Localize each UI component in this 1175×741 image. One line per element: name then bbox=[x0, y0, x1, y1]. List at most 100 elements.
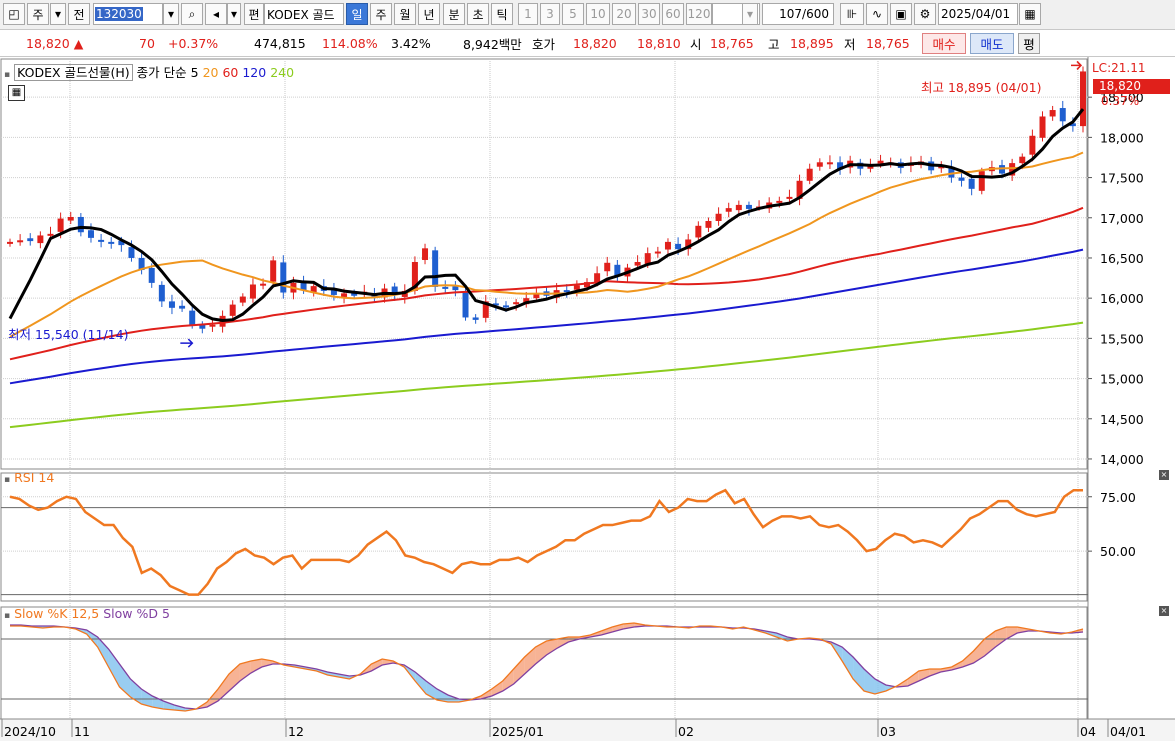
price-change: 70 bbox=[139, 35, 155, 51]
y-tick-label: 14,000 bbox=[1100, 452, 1144, 467]
candle-body bbox=[654, 251, 661, 254]
stoch-fill bbox=[141, 689, 153, 707]
speaker-icon[interactable]: ◂ bbox=[205, 3, 227, 25]
buy-button[interactable]: 매수 bbox=[922, 33, 966, 54]
interval-10[interactable]: 10 bbox=[586, 3, 610, 25]
candle-body bbox=[806, 168, 813, 181]
stoch-legend: ▪ Slow %K 12,5 Slow %D 5 bbox=[4, 606, 170, 621]
candle-body bbox=[583, 282, 590, 288]
edit-button[interactable]: 편 bbox=[244, 3, 264, 25]
save-icon[interactable]: ▣ bbox=[890, 3, 912, 25]
interval-20[interactable]: 20 bbox=[612, 3, 636, 25]
candle-body bbox=[978, 171, 985, 191]
legend-ma120: 120 bbox=[242, 65, 267, 80]
candle-body bbox=[816, 162, 823, 167]
stoch-fill bbox=[1006, 627, 1018, 639]
code-value: 132030 bbox=[95, 7, 143, 21]
up-triangle-icon: ▲ bbox=[73, 35, 84, 51]
candle-body bbox=[695, 225, 702, 238]
code-dropdown-icon[interactable]: ▾ bbox=[163, 3, 179, 25]
high-price: 18,895 bbox=[790, 35, 834, 51]
ma5-line bbox=[8, 108, 1085, 323]
interval-30[interactable]: 30 bbox=[638, 3, 660, 25]
candle-body bbox=[604, 262, 611, 272]
speaker-dropdown-icon[interactable]: ▾ bbox=[227, 3, 241, 25]
x-tick-label: 2025/01 bbox=[492, 724, 544, 739]
date-input[interactable]: 2025/04/01 bbox=[938, 3, 1018, 25]
line-type-icon[interactable]: ∿ bbox=[866, 3, 888, 25]
gear-icon[interactable]: ⚙ bbox=[914, 3, 936, 25]
table-icon[interactable]: ▦ bbox=[8, 85, 25, 101]
sell-button[interactable]: 매도 bbox=[970, 33, 1014, 54]
window-icon[interactable]: ◰ bbox=[3, 3, 25, 25]
stoch-fill bbox=[874, 679, 886, 694]
period-year[interactable]: 년 bbox=[418, 3, 440, 25]
market-dropdown-icon[interactable]: ▾ bbox=[50, 3, 66, 25]
stoch-fill bbox=[228, 664, 240, 691]
y-tick-label: 17,500 bbox=[1100, 171, 1144, 186]
candle-body bbox=[87, 230, 94, 238]
candle-body bbox=[280, 262, 287, 293]
ask-price: 18,820 bbox=[573, 35, 617, 51]
period-day[interactable]: 일 bbox=[346, 3, 368, 25]
rsi-close-icon[interactable]: × bbox=[1159, 470, 1169, 480]
count-input[interactable]: 107/600 bbox=[762, 3, 834, 25]
candle-body bbox=[158, 284, 165, 302]
period-week[interactable]: 주 bbox=[370, 3, 392, 25]
candle-body bbox=[57, 218, 64, 232]
moving-averages bbox=[8, 108, 1085, 429]
market-select[interactable]: 주 bbox=[27, 3, 49, 25]
candle-body bbox=[462, 292, 469, 318]
stoch-fill bbox=[962, 651, 974, 667]
candle-body bbox=[199, 324, 206, 329]
change-pct: +0.37% bbox=[168, 35, 219, 51]
stoch-fill bbox=[108, 649, 120, 687]
period-second[interactable]: 초 bbox=[467, 3, 489, 25]
candle-body bbox=[98, 239, 105, 242]
period-tick[interactable]: 틱 bbox=[491, 3, 513, 25]
stoch-close-icon[interactable]: × bbox=[1159, 606, 1169, 616]
stoch-fill bbox=[918, 669, 930, 681]
stoch-k-line bbox=[10, 622, 1084, 712]
min-label: 최저 15,540 (11/14) bbox=[8, 327, 129, 342]
candle-body bbox=[189, 310, 196, 325]
count-value: 107 bbox=[779, 7, 803, 21]
low-label: 저 bbox=[844, 36, 856, 52]
period-month[interactable]: 월 bbox=[394, 3, 416, 25]
calendar-icon[interactable]: ▦ bbox=[1019, 3, 1041, 25]
turnover: 3.42% bbox=[391, 35, 431, 51]
search-icon[interactable]: ⌕ bbox=[181, 3, 203, 25]
bid-price: 18,810 bbox=[637, 35, 681, 51]
period-minute[interactable]: 분 bbox=[443, 3, 465, 25]
candle-body bbox=[492, 303, 499, 306]
x-tick-label: 12 bbox=[288, 724, 304, 739]
annotations bbox=[180, 60, 1083, 348]
pane-frame bbox=[0, 472, 1088, 602]
candle-body bbox=[573, 285, 580, 290]
candle-body bbox=[1080, 71, 1086, 127]
candle-body bbox=[351, 293, 358, 296]
candle-type-icon[interactable]: ⊪ bbox=[840, 3, 864, 25]
candle-body bbox=[867, 165, 874, 169]
interval-120[interactable]: 120 bbox=[686, 3, 712, 25]
flat-button[interactable]: 평 bbox=[1018, 33, 1040, 54]
candle-body bbox=[17, 240, 24, 243]
candle-body bbox=[179, 305, 186, 309]
rsi-legend: ▪ RSI 14 bbox=[4, 470, 54, 485]
interval-60[interactable]: 60 bbox=[662, 3, 684, 25]
legend-close-label: 종가 단순 bbox=[136, 65, 187, 80]
stoch-k-title: Slow %K 12,5 bbox=[14, 606, 100, 621]
y-tick-label: 15,000 bbox=[1100, 372, 1144, 387]
y-axis: 14,000 14,500 15,000 15,500 16,000 16,500 17,0… bbox=[1088, 90, 1144, 467]
candle-body bbox=[432, 250, 439, 287]
stoch-fill bbox=[250, 659, 262, 673]
prev-button[interactable]: 전 bbox=[68, 3, 90, 25]
interval-1[interactable]: 1 bbox=[518, 3, 538, 25]
chart-area[interactable]: 14,000 14,500 15,000 15,500 16,000 16,500 17,0… bbox=[0, 57, 1175, 741]
interval-dropdown-icon[interactable]: ▾ bbox=[742, 3, 758, 25]
interval-5[interactable]: 5 bbox=[562, 3, 584, 25]
x-tick-label: 11 bbox=[74, 724, 90, 739]
code-input[interactable]: 132030 bbox=[93, 3, 163, 25]
interval-3[interactable]: 3 bbox=[540, 3, 560, 25]
candle-body bbox=[776, 200, 783, 203]
